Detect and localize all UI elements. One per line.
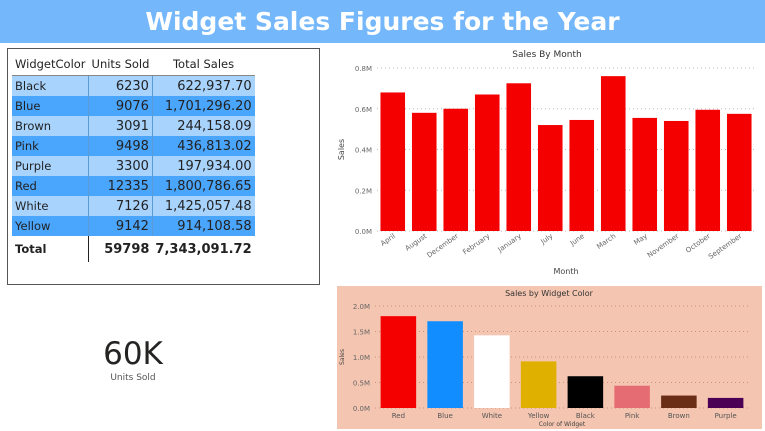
- table-row[interactable]: Black 6230 622,937.70: [12, 75, 255, 96]
- table-header-row: WidgetColor Units Sold Total Sales: [12, 52, 255, 76]
- table-row[interactable]: Blue 9076 1,701,296.20: [12, 96, 255, 116]
- bar-pink[interactable]: [614, 385, 650, 408]
- kpi-value: 60K: [103, 336, 163, 372]
- cell-sales: 197,934.00: [152, 156, 255, 176]
- x-tick-label: Pink: [625, 412, 640, 420]
- cell-color: Pink: [12, 136, 90, 156]
- bar-white[interactable]: [474, 335, 510, 408]
- bar-yellow[interactable]: [520, 361, 557, 408]
- bar-july[interactable]: [537, 125, 563, 231]
- cell-color: White: [12, 196, 90, 216]
- total-label: Total: [12, 236, 90, 262]
- cell-units: 3300: [88, 156, 153, 176]
- y-tick-label: 0.4M: [355, 147, 372, 155]
- bar-october[interactable]: [695, 109, 721, 231]
- dashboard-title: Widget Sales Figures for the Year: [0, 0, 765, 43]
- table-row[interactable]: Brown 3091 244,158.09: [12, 116, 255, 136]
- cell-color: Blue: [12, 96, 90, 116]
- x-tick-label: Blue: [437, 412, 453, 420]
- sales-table: WidgetColor Units Sold Total Sales Black…: [12, 52, 255, 262]
- cell-units: 9076: [88, 96, 153, 116]
- cell-sales: 1,701,296.20: [152, 96, 255, 116]
- cell-color: Yellow: [12, 216, 90, 236]
- x-axis-label: Color of Widget: [539, 421, 586, 428]
- y-tick-label: 0.2M: [355, 187, 372, 195]
- cell-sales: 1,800,786.65: [152, 176, 255, 196]
- cell-sales: 436,813.02: [152, 136, 255, 156]
- bar-march[interactable]: [600, 76, 626, 232]
- chart-title: Sales by Widget Color: [505, 289, 594, 298]
- y-tick-label: 0.0M: [353, 405, 370, 413]
- cell-sales: 622,937.70: [152, 75, 255, 96]
- y-tick-label: 2.0M: [353, 303, 370, 311]
- y-axis-label: Sales: [339, 349, 346, 365]
- y-axis-label: Sales: [337, 139, 346, 160]
- cell-color: Purple: [12, 156, 90, 176]
- column-header-color[interactable]: WidgetColor: [12, 52, 89, 76]
- bar-september[interactable]: [726, 113, 752, 231]
- bar-black[interactable]: [567, 376, 604, 408]
- y-tick-label: 0.8M: [355, 65, 372, 73]
- x-axis-label: Month: [553, 267, 578, 276]
- x-tick-label: Brown: [668, 412, 690, 420]
- total-sales: 7,343,091.72: [152, 236, 255, 262]
- x-tick-label: Purple: [715, 412, 737, 420]
- cell-color: Brown: [12, 116, 90, 136]
- bar-december[interactable]: [443, 108, 469, 231]
- table-total-row: Total 59798 7,343,091.72: [12, 236, 255, 262]
- bar-november[interactable]: [663, 120, 689, 231]
- cell-color: Red: [12, 176, 90, 196]
- bar-august[interactable]: [411, 112, 437, 231]
- table-row[interactable]: Yellow 9142 914,108.58: [12, 216, 255, 236]
- sales-by-color-chart[interactable]: Sales by Widget Color 0.0M 0.5M 1.0M 1.5M 2.0…: [337, 286, 762, 429]
- y-tick-label: 1.5M: [353, 329, 370, 337]
- table-row[interactable]: White 7126 1,425,057.48: [12, 196, 255, 216]
- y-tick-label: 1.0M: [353, 354, 370, 362]
- x-tick-label: Yellow: [527, 412, 550, 420]
- bar-brown[interactable]: [661, 395, 697, 408]
- cell-units: 12335: [88, 176, 153, 196]
- units-sold-card[interactable]: 60K Units Sold: [68, 335, 198, 383]
- table-row[interactable]: Pink 9498 436,813.02: [12, 136, 255, 156]
- kpi-label: Units Sold: [110, 373, 156, 383]
- x-tick-label: Red: [392, 412, 405, 420]
- cell-units: 6230: [88, 75, 153, 96]
- bar-june[interactable]: [569, 119, 595, 231]
- cell-units: 9498: [88, 136, 153, 156]
- total-units: 59798: [88, 236, 153, 262]
- y-tick-label: 0.6M: [355, 106, 372, 114]
- table-row[interactable]: Purple 3300 197,934.00: [12, 156, 255, 176]
- table-row[interactable]: Red 12335 1,800,786.65: [12, 176, 255, 196]
- cell-sales: 244,158.09: [152, 116, 255, 136]
- bar-january[interactable]: [506, 83, 532, 231]
- bar-april[interactable]: [380, 92, 406, 231]
- bar-blue[interactable]: [427, 321, 463, 408]
- bar-red[interactable]: [380, 316, 417, 408]
- y-tick-label: 0.0M: [355, 228, 372, 236]
- cell-sales: 914,108.58: [152, 216, 255, 236]
- x-tick-label: Black: [576, 412, 596, 420]
- sales-table-card: WidgetColor Units Sold Total Sales Black…: [7, 48, 320, 285]
- column-header-sales[interactable]: Total Sales: [152, 52, 255, 76]
- cell-sales: 1,425,057.48: [152, 196, 255, 216]
- column-header-units[interactable]: Units Sold: [88, 52, 153, 76]
- bar-purple[interactable]: [707, 397, 744, 408]
- bar-may[interactable]: [632, 117, 658, 231]
- cell-units: 3091: [88, 116, 153, 136]
- y-tick-label: 0.5M: [353, 380, 370, 388]
- cell-units: 7126: [88, 196, 153, 216]
- bar-february[interactable]: [474, 94, 500, 231]
- chart-title: Sales By Month: [512, 50, 581, 60]
- x-tick-label: White: [482, 412, 502, 420]
- cell-units: 9142: [88, 216, 153, 236]
- cell-color: Black: [12, 75, 90, 96]
